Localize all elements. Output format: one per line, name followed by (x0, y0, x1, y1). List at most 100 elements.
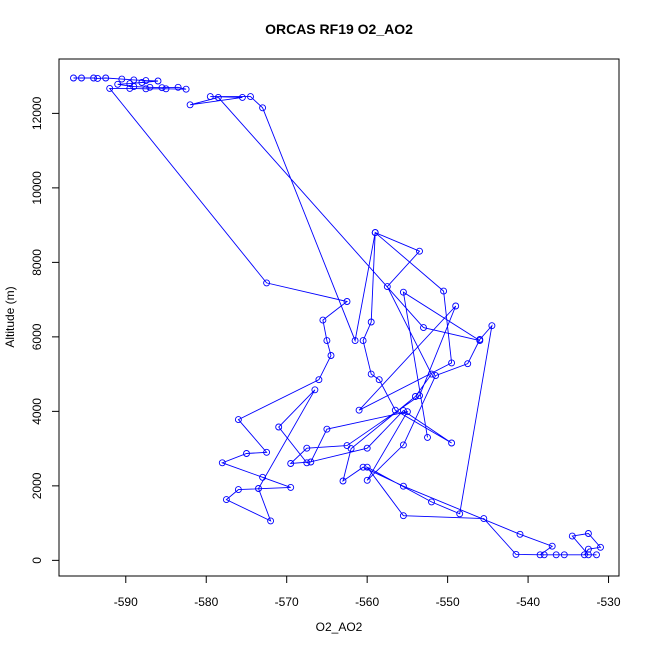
series-line (73, 77, 602, 556)
data-point-30 (218, 459, 226, 467)
data-point-0 (70, 74, 77, 82)
data-point-34 (222, 496, 230, 504)
data-point-100 (214, 93, 222, 101)
data-point-8 (154, 77, 162, 85)
data-point-33 (234, 486, 242, 494)
y-tick-label-6: 12000 (30, 96, 44, 130)
x-tick-label-3: -560 (355, 595, 379, 609)
x-tick-label-6: -530 (597, 595, 621, 609)
data-point-39 (303, 459, 311, 467)
data-point-7 (142, 77, 150, 85)
data-point-88 (416, 392, 423, 400)
data-point-49 (416, 247, 423, 255)
x-tick-label-4: -550 (436, 595, 460, 609)
data-point-13 (146, 83, 154, 91)
data-point-76 (488, 322, 496, 330)
data-point-66 (593, 551, 600, 559)
data-point-22 (343, 298, 351, 305)
data-point-63 (584, 530, 592, 537)
y-tick-label-0: 0 (30, 557, 44, 564)
y-tick-label-5: 10000 (30, 171, 44, 205)
data-point-78 (464, 360, 472, 368)
data-point-89 (452, 302, 460, 310)
y-tick-label-1: 2000 (30, 472, 44, 499)
data-point-45 (367, 370, 375, 378)
data-point-101 (420, 324, 427, 332)
data-point-15 (174, 83, 182, 91)
data-point-40 (363, 444, 371, 452)
x-tick-label-2: -570 (275, 595, 299, 609)
data-point-57 (516, 530, 524, 538)
data-point-4 (102, 74, 110, 82)
data-point-68 (552, 551, 560, 559)
data-point-51 (428, 370, 435, 378)
data-point-28 (263, 448, 271, 456)
data-point-44 (375, 376, 383, 384)
data-point-46 (359, 337, 367, 345)
data-point-99 (186, 101, 194, 109)
data-point-84 (307, 458, 315, 466)
x-tick-label-1: -580 (194, 595, 218, 609)
x-axis: -590 -580 -570 -560 -550 -540 -530 (114, 575, 621, 609)
data-point-58 (548, 542, 556, 550)
x-axis-label: O2_AO2 (316, 620, 363, 634)
data-point-24 (323, 337, 331, 345)
data-point-72 (399, 512, 407, 520)
data-point-21 (263, 279, 271, 287)
data-point-64 (568, 532, 576, 540)
data-point-102 (476, 337, 484, 345)
plot-frame (58, 58, 620, 577)
y-axis-label: Altitude (m) (3, 286, 17, 347)
data-point-37 (311, 386, 319, 394)
data-point-75 (456, 510, 464, 518)
data-point-69 (540, 551, 548, 559)
data-point-93 (371, 229, 379, 237)
data-point-81 (363, 476, 371, 484)
data-point-17 (162, 85, 170, 93)
data-point-82 (403, 408, 411, 416)
data-point-95 (259, 104, 267, 112)
data-point-9 (138, 79, 146, 86)
data-point-92 (440, 287, 448, 295)
data-point-83 (323, 425, 331, 433)
data-point-1 (78, 74, 85, 82)
data-point-11 (114, 80, 122, 88)
data-point-97 (206, 93, 214, 101)
data-point-38 (275, 423, 283, 431)
data-point-35 (267, 517, 275, 525)
data-point-43 (391, 406, 399, 414)
data-point-18 (142, 85, 150, 93)
data-point-79 (432, 372, 440, 380)
data-point-41 (399, 407, 407, 415)
data-point-54 (339, 477, 347, 485)
data-point-73 (363, 463, 371, 471)
y-axis: 0 2000 4000 6000 8000 10000 12000 (30, 96, 60, 564)
data-point-32 (287, 483, 295, 491)
data-point-50 (383, 283, 391, 291)
data-point-94 (351, 337, 359, 345)
y-tick-label-4: 8000 (30, 249, 44, 276)
data-point-14 (158, 84, 166, 92)
data-point-55 (359, 463, 367, 471)
data-point-42 (448, 439, 456, 447)
data-point-52 (411, 393, 419, 400)
data-point-65 (584, 551, 592, 559)
data-point-70 (512, 550, 520, 558)
data-point-25 (327, 352, 335, 359)
data-point-80 (399, 441, 407, 449)
data-point-60 (580, 551, 588, 559)
data-point-96 (247, 93, 254, 101)
data-point-91 (448, 359, 456, 367)
data-point-16 (182, 85, 190, 93)
y-tick-label-3: 6000 (30, 323, 44, 350)
data-point-74 (428, 498, 435, 506)
data-point-2 (90, 74, 98, 82)
data-point-12 (130, 83, 138, 91)
data-point-104 (424, 433, 431, 441)
data-point-67 (560, 551, 568, 559)
data-point-27 (234, 416, 242, 424)
data-point-3 (94, 74, 102, 82)
data-point-85 (287, 460, 295, 467)
data-point-98 (238, 93, 246, 101)
data-point-47 (367, 318, 375, 326)
